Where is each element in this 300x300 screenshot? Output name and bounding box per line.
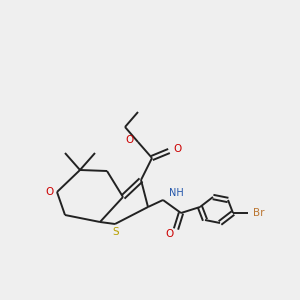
Text: NH: NH: [169, 188, 184, 198]
Text: O: O: [173, 144, 181, 154]
Text: O: O: [46, 187, 54, 197]
Text: S: S: [113, 227, 119, 237]
Text: O: O: [126, 135, 134, 145]
Text: Br: Br: [253, 208, 265, 218]
Text: O: O: [165, 229, 173, 239]
